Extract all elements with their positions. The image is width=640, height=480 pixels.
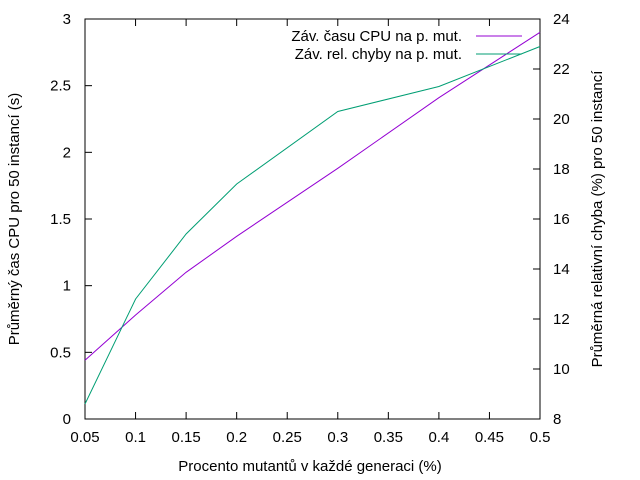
series-line-relative-error <box>84 46 541 405</box>
x-tick-label: 0.35 <box>374 429 403 446</box>
y-right-tick-label: 10 <box>553 361 570 378</box>
y-right-tick-label: 22 <box>553 61 570 78</box>
y-left-tick-label: 3 <box>63 11 71 28</box>
y-axis-label-left: Průměrný čas CPU pro 50 instancí (s) <box>6 93 23 346</box>
x-tick-label: 0.15 <box>172 429 201 446</box>
legend-label-cpu-time: Záv. času CPU na p. mut. <box>291 28 462 45</box>
y-right-tick-label: 18 <box>553 161 570 178</box>
y-right-tick-label: 14 <box>553 261 570 278</box>
y-left-tick-label: 0.5 <box>50 344 71 361</box>
x-axis-label: Procento mutantů v každé generaci (%) <box>178 458 441 475</box>
y-right-tick-label: 8 <box>553 411 561 428</box>
y-left-tick-label: 2 <box>63 144 71 161</box>
x-tick-label: 0.25 <box>273 429 302 446</box>
x-tick-label: 0.1 <box>125 429 146 446</box>
y-right-tick-label: 24 <box>553 11 570 28</box>
y-left-tick-label: 1 <box>63 278 71 295</box>
y-axis-label-right: Průměrná relativní chyba (%) pro 50 inst… <box>589 70 606 368</box>
y-right-tick-label: 20 <box>553 111 570 128</box>
plot-area: 0.05 0.1 0.15 0.2 0.25 0.3 0.35 0.4 0.45 0.5 0 0.5 1… <box>50 11 570 446</box>
x-tick-label: 0.05 <box>70 429 99 446</box>
plot-frame <box>84 18 541 420</box>
series-line-cpu-time <box>84 31 541 361</box>
x-tick-label: 0.2 <box>226 429 247 446</box>
legend: Záv. času CPU na p. mut.Záv. rel. chyby … <box>291 28 522 63</box>
x-tick-label: 0.4 <box>428 429 449 446</box>
x-tick-label: 0.45 <box>475 429 504 446</box>
legend-label-relative-error: Záv. rel. chyby na p. mut. <box>295 46 462 63</box>
x-tick-label: 0.5 <box>530 429 551 446</box>
y-right-tick-label: 12 <box>553 311 570 328</box>
y-left-tick-label: 0 <box>63 411 71 428</box>
y-left-tick-label: 2.5 <box>50 78 71 95</box>
y-right-tick-label: 16 <box>553 211 570 228</box>
y-left-tick-label: 1.5 <box>50 211 71 228</box>
x-tick-label: 0.3 <box>327 429 348 446</box>
